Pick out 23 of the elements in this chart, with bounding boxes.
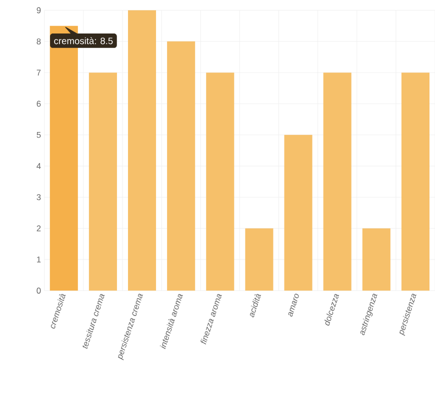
bar	[323, 72, 352, 291]
bar	[284, 135, 312, 291]
y-tick-label: 0	[36, 288, 41, 294]
y-tick-label: 5	[36, 132, 41, 138]
x-tick-label: finezza aroma	[200, 294, 222, 345]
bar	[88, 72, 117, 291]
y-tick-label: 9	[36, 8, 41, 14]
y-tick-label: 3	[36, 194, 41, 200]
y-tick-label: 2	[36, 226, 41, 232]
x-tick-label: acidità	[250, 294, 261, 318]
bar	[167, 42, 196, 291]
y-tick-label: 1	[37, 256, 41, 263]
annotation: cremosità: 8.5	[54, 37, 113, 44]
bar	[362, 228, 390, 291]
y-tick-label: 8	[36, 38, 41, 45]
y-tick-label: 7	[36, 70, 41, 76]
bar	[401, 72, 430, 291]
bar	[245, 228, 274, 291]
x-tick-label: amaro	[288, 294, 299, 317]
bar	[128, 10, 156, 291]
y-tick-label: 4	[36, 163, 41, 170]
bar	[206, 72, 234, 291]
y-tick-label: 6	[36, 100, 41, 107]
